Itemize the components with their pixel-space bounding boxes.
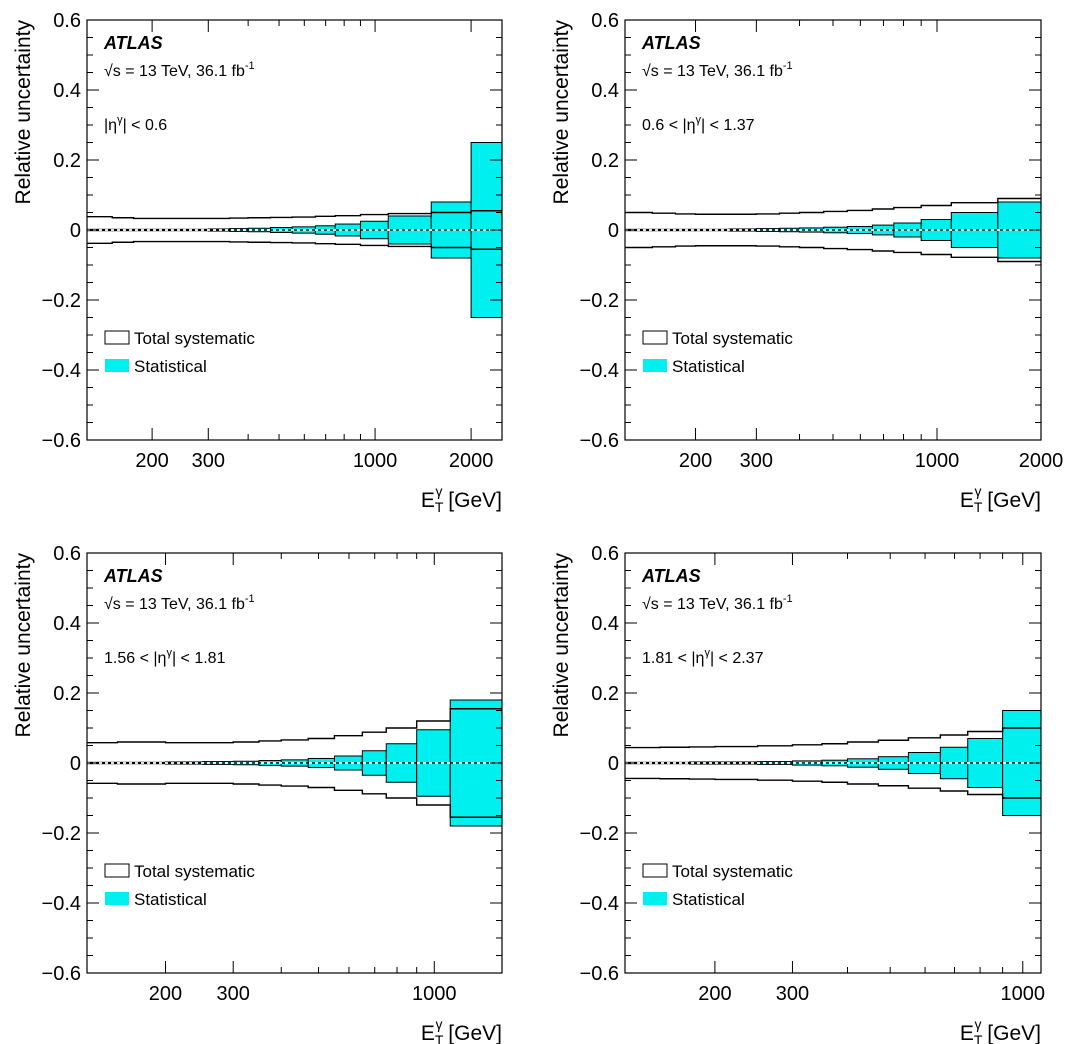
atlas-label: ATLAS (641, 33, 701, 53)
region-label: 1.81 < |ηγ| < 2.37 (642, 647, 764, 667)
y-tick-label: 0.2 (53, 150, 81, 172)
y-tick-label: 0.4 (591, 80, 619, 102)
x-tick-label: 1000 (353, 450, 398, 472)
legend-statistical-swatch (105, 892, 129, 905)
y-tick-label: −0.6 (580, 963, 619, 985)
legend-systematic-swatch (104, 863, 130, 878)
y-axis-title: Relative uncertainty (550, 20, 573, 205)
x-tick-label: 200 (679, 450, 712, 472)
legend-statistical-swatch (643, 359, 667, 372)
x-tick-label: 200 (698, 983, 731, 1005)
y-tick-label: 0.2 (591, 683, 619, 705)
legend-statistical-label: Statistical (134, 357, 207, 376)
chart-panel-3: 0.6 0.4 0.2 0 −0.2 −0.4 −0.6 200 300 1000 Relative… (12, 543, 503, 1044)
region-label: 1.56 < |ηγ| < 1.81 (104, 647, 226, 667)
y-tick-label: −0.2 (42, 823, 81, 845)
systematic-upper-line (87, 210, 502, 220)
y-axis-title: Relative uncertainty (12, 553, 35, 738)
y-tick-label: −0.2 (580, 823, 619, 845)
energy-label: √s = 13 TeV, 36.1 fb-1 (642, 60, 793, 80)
y-tick-label: −0.6 (580, 430, 619, 452)
legend-systematic-swatch (642, 330, 668, 345)
y-tick-label: −0.4 (580, 893, 619, 915)
y-tick-label: −0.2 (42, 290, 81, 312)
x-tick-label: 300 (217, 983, 250, 1005)
x-axis-title: ETγ [GeV] (960, 1016, 1041, 1044)
legend-statistical-label: Statistical (672, 890, 745, 909)
energy-label: √s = 13 TeV, 36.1 fb-1 (642, 593, 793, 613)
x-tick-label: 200 (135, 450, 168, 472)
x-tick-label: 1000 (915, 450, 960, 472)
x-tick-label: 300 (192, 450, 225, 472)
y-tick-label: −0.6 (42, 430, 81, 452)
x-tick-label: 300 (776, 983, 809, 1005)
x-tick-label: 200 (149, 983, 182, 1005)
y-tick-label: 0.6 (591, 543, 619, 565)
legend-systematic-label: Total systematic (672, 329, 793, 348)
y-tick-label: 0.4 (53, 80, 81, 102)
systematic-upper-line (87, 708, 502, 744)
chart-panel-4: 0.6 0.4 0.2 0 −0.2 −0.4 −0.6 200 300 1000 Relative… (550, 543, 1045, 1044)
x-axis-title: ETγ [GeV] (960, 483, 1041, 515)
x-tick-label: 2000 (449, 450, 494, 472)
region-label: |ηγ| < 0.6 (104, 114, 167, 134)
y-tick-label: 0.6 (53, 543, 81, 565)
atlas-label: ATLAS (103, 33, 163, 53)
y-tick-label: −0.2 (580, 290, 619, 312)
y-tick-label: 0.4 (53, 613, 81, 635)
atlas-label: ATLAS (103, 566, 163, 586)
energy-label: √s = 13 TeV, 36.1 fb-1 (104, 60, 255, 80)
legend-systematic-swatch (642, 863, 668, 878)
x-tick-label: 1000 (1001, 983, 1046, 1005)
x-axis-title: ETγ [GeV] (421, 1016, 502, 1044)
y-tick-label: 0.2 (53, 683, 81, 705)
legend-statistical-label: Statistical (134, 890, 207, 909)
systematic-lower-line (87, 782, 502, 818)
systematic-lower-line (625, 245, 1041, 263)
y-tick-label: 0.2 (591, 150, 619, 172)
systematic-upper-line (625, 727, 1041, 749)
y-tick-label: 0 (70, 753, 81, 775)
y-tick-label: −0.4 (42, 360, 81, 382)
y-tick-label: −0.4 (42, 893, 81, 915)
y-tick-label: 0 (608, 753, 619, 775)
systematic-lower-line (87, 240, 502, 250)
x-tick-label: 300 (740, 450, 773, 472)
legend-statistical-swatch (643, 892, 667, 905)
y-tick-label: −0.6 (42, 963, 81, 985)
systematic-lower-line (625, 777, 1041, 799)
y-tick-label: 0 (70, 220, 81, 242)
legend-statistical-swatch (105, 359, 129, 372)
x-axis-title: ETγ [GeV] (421, 483, 502, 515)
chart-panel-1: 0.6 0.4 0.2 0 −0.2 −0.4 −0.6 200 300 1000 2000 Rela… (12, 10, 503, 515)
chart-panel-2: 0.6 0.4 0.2 0 −0.2 −0.4 −0.6 200 300 1000 2000 Rela… (550, 10, 1063, 515)
y-axis-title: Relative uncertainty (550, 553, 573, 738)
legend-systematic-label: Total systematic (672, 862, 793, 881)
y-tick-label: 0 (608, 220, 619, 242)
systematic-upper-line (625, 197, 1041, 215)
x-tick-label: 1000 (412, 983, 457, 1005)
y-tick-label: 0.4 (591, 613, 619, 635)
y-tick-label: 0.6 (591, 10, 619, 32)
y-tick-label: 0.6 (53, 10, 81, 32)
legend-systematic-swatch (104, 330, 130, 345)
y-tick-label: −0.4 (580, 360, 619, 382)
atlas-label: ATLAS (641, 566, 701, 586)
energy-label: √s = 13 TeV, 36.1 fb-1 (104, 593, 255, 613)
legend-statistical-label: Statistical (672, 357, 745, 376)
region-label: 0.6 < |ηγ| < 1.37 (642, 114, 755, 134)
legend-systematic-label: Total systematic (134, 862, 255, 881)
y-axis-title: Relative uncertainty (12, 20, 35, 205)
legend-systematic-label: Total systematic (134, 329, 255, 348)
x-tick-label: 2000 (1019, 450, 1064, 472)
